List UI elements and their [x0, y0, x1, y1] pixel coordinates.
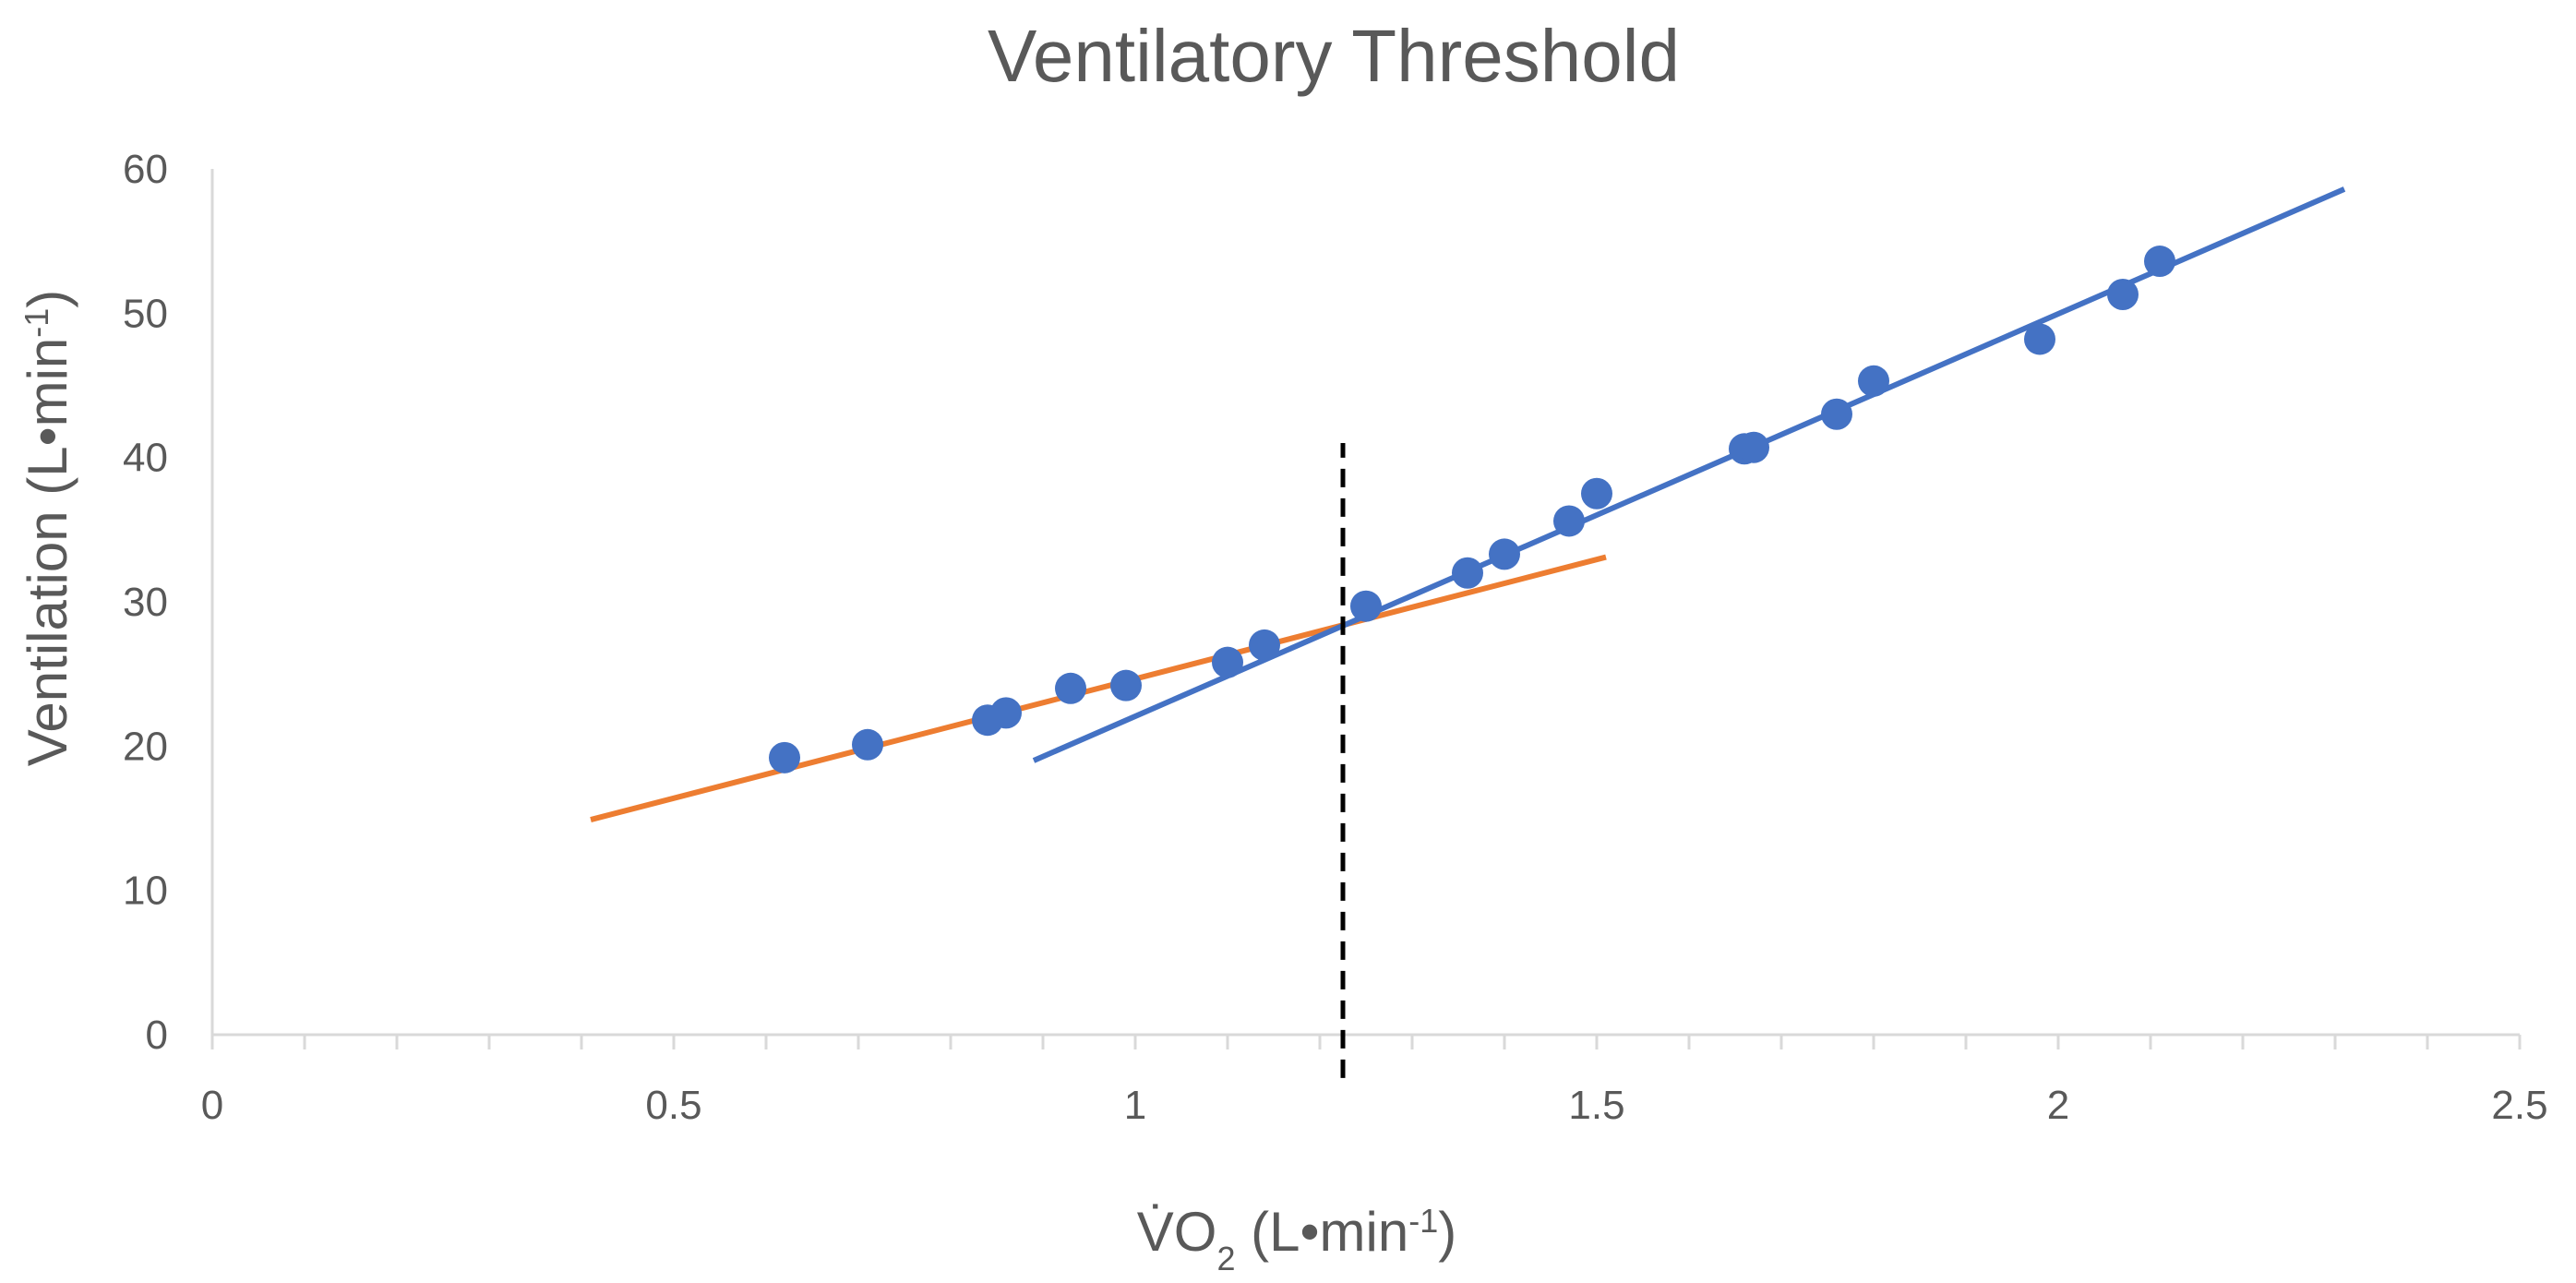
- data-point: [2024, 323, 2055, 355]
- y-tick-label: 60: [123, 147, 168, 192]
- y-tick-label: 50: [123, 291, 168, 336]
- data-point: [2107, 279, 2139, 311]
- chart-title: Ventilatory Threshold: [988, 15, 1680, 97]
- lower-trend-line: [590, 554, 1607, 822]
- data-point: [1249, 629, 1280, 661]
- data-point: [1489, 538, 1520, 570]
- data-point: [1452, 557, 1483, 589]
- data-point: [852, 728, 883, 761]
- data-point: [2144, 246, 2175, 278]
- data-point: [1821, 398, 1852, 430]
- data-point: [1553, 505, 1585, 537]
- data-point: [769, 741, 800, 773]
- x-tick-label: 2: [2047, 1083, 2069, 1128]
- data-point: [990, 697, 1022, 729]
- x-ticks: 0 0.5 1 1.5 2 2.5: [201, 1035, 2548, 1128]
- data-point: [1858, 365, 1889, 397]
- y-tick-label: 40: [123, 436, 168, 481]
- y-tick-label: 30: [123, 580, 168, 625]
- data-point: [1110, 669, 1142, 701]
- x-tick-label: 0: [201, 1083, 223, 1128]
- x-tick-label: 1.5: [1568, 1083, 1624, 1128]
- x-tick-label: 2.5: [2491, 1083, 2547, 1128]
- data-point: [1738, 431, 1769, 463]
- y-tick-label: 10: [123, 869, 168, 914]
- x-tick-label: 0.5: [645, 1083, 701, 1128]
- data-points: [769, 246, 2175, 773]
- y-axis-title: Ventilation (L•min-1): [17, 290, 78, 767]
- axes: [210, 169, 2520, 1037]
- data-point: [1350, 590, 1382, 622]
- y-tick-label: 0: [146, 1013, 168, 1058]
- y-ticks: 0 10 20 30 40 50 60: [123, 147, 168, 1058]
- x-axis-title: V̇O2 (L•min-1): [1137, 1201, 1456, 1277]
- x-tick-label: 1: [1124, 1083, 1146, 1128]
- data-point: [1055, 672, 1086, 704]
- y-tick-label: 20: [123, 724, 168, 769]
- data-point: [1581, 477, 1612, 510]
- data-point: [1212, 646, 1243, 678]
